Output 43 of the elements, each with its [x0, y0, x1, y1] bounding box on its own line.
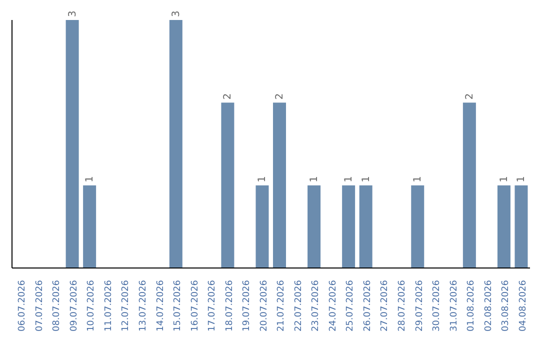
data-label: 1 — [309, 176, 320, 182]
x-tick-label: 09.07.2026 — [69, 280, 80, 332]
data-label: 1 — [412, 176, 424, 182]
data-label: 1 — [84, 176, 96, 182]
x-tick-label: 31.07.2026 — [449, 280, 460, 332]
x-tick-label: 16.07.2026 — [190, 280, 200, 332]
x-tick-label: 20.07.2026 — [259, 280, 270, 332]
data-label: 3 — [170, 10, 182, 17]
x-tick-label: 02.08.2026 — [484, 280, 494, 332]
data-label: 1 — [498, 176, 510, 182]
x-tick-label: 14.07.2026 — [156, 280, 166, 332]
x-tick-label: 23.07.2026 — [311, 280, 322, 332]
x-tick-label: 13.07.2026 — [138, 280, 148, 332]
data-label: 1 — [516, 176, 528, 182]
x-tick-label: 01.08.2026 — [466, 280, 477, 332]
x-tick-label: 27.07.2026 — [380, 280, 390, 332]
x-tick-label: 03.08.2026 — [501, 280, 512, 332]
x-tick-label: 26.07.2026 — [362, 280, 373, 332]
x-tick-label: 17.07.2026 — [208, 280, 218, 332]
x-tick-label: 25.07.2026 — [346, 280, 356, 332]
x-tick-label: 11.07.2026 — [104, 280, 114, 332]
data-label: 3 — [67, 10, 78, 17]
data-label: 2 — [464, 93, 476, 100]
x-tick-label: 15.07.2026 — [173, 280, 184, 332]
x-tick-label: 08.07.2026 — [52, 280, 62, 332]
data-label: 2 — [274, 93, 286, 100]
x-tick-label: 06.07.2026 — [18, 280, 28, 332]
x-tick-label: 18.07.2026 — [224, 280, 235, 332]
x-tick-label: 10.07.2026 — [86, 280, 97, 332]
x-tick-label: 04.08.2026 — [518, 280, 528, 332]
x-tick-label: 12.07.2026 — [121, 280, 132, 332]
x-tick-label: 07.07.2026 — [34, 280, 45, 332]
data-label: 2 — [222, 93, 234, 100]
data-label: 1 — [257, 176, 268, 182]
x-tick-label: 29.07.2026 — [414, 280, 425, 332]
x-tick-label: 22.07.2026 — [294, 280, 304, 332]
data-label: 1 — [360, 176, 372, 182]
x-tick-label: 30.07.2026 — [432, 280, 442, 332]
x-tick-label: 24.07.2026 — [328, 280, 338, 332]
data-label: 1 — [344, 176, 355, 182]
x-tick-label: 21.07.2026 — [276, 280, 287, 332]
x-tick-label: 19.07.2026 — [242, 280, 252, 332]
x-tick-label: 28.07.2026 — [398, 280, 408, 332]
